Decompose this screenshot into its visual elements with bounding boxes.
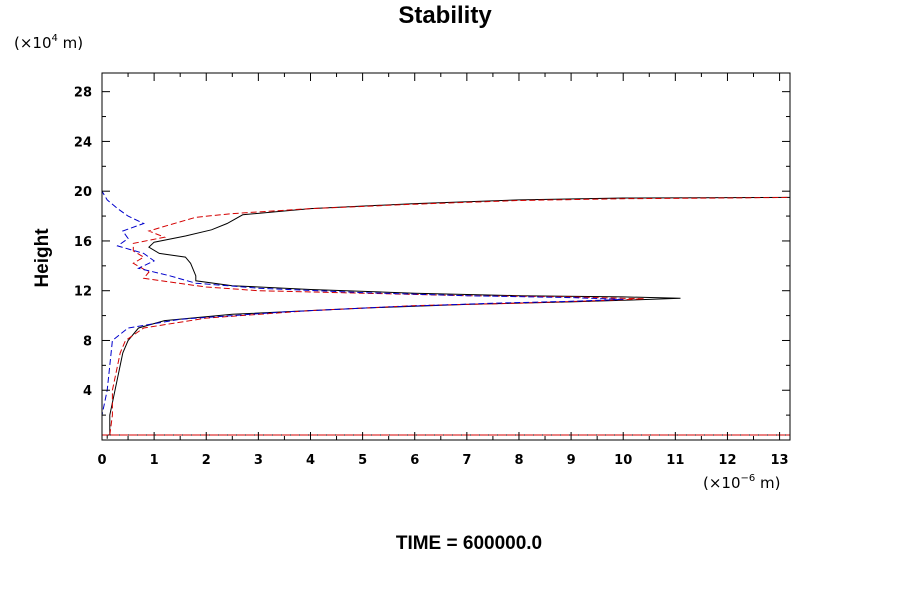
x-tick-label: 8 — [514, 453, 523, 468]
y-tick-label: 8 — [83, 334, 92, 349]
x-tick-label: 11 — [666, 453, 684, 468]
x-tick-label: 5 — [358, 453, 367, 468]
series-line-3 — [101, 73, 624, 437]
y-tick-label: 4 — [83, 384, 92, 399]
y-tick-label: 12 — [74, 285, 92, 300]
plot-frame — [101, 72, 791, 441]
y-unit-prefix: (×10 — [14, 34, 52, 52]
y-unit-exponent: 4 — [52, 33, 58, 44]
x-unit-exponent: −6 — [741, 473, 756, 484]
x-tick-label: 3 — [254, 453, 263, 468]
x-axis-ticks: 0 1 2 3 4 5 6 7 8 9 10 11 12 13 — [97, 73, 789, 468]
plot-lines — [101, 73, 791, 439]
time-label: TIME = 600000.0 — [396, 533, 542, 554]
x-tick-label: 1 — [150, 453, 159, 468]
chart-title: Stability — [398, 2, 492, 29]
x-unit-suffix: m) — [755, 474, 780, 492]
y-axis-label: Height — [32, 228, 53, 288]
y-axis-ticks: 4 8 12 16 20 24 28 — [74, 86, 790, 416]
y-unit-label: (×104 m) — [14, 33, 83, 52]
series-line-2 — [102, 196, 791, 436]
x-tick-label: 12 — [718, 453, 736, 468]
x-unit-prefix: (×10 — [703, 474, 741, 492]
series-line-1 — [106, 196, 791, 439]
x-tick-label: 7 — [462, 453, 471, 468]
y-tick-label: 24 — [74, 135, 92, 150]
y-tick-label: 20 — [74, 185, 92, 200]
y-tick-label: 28 — [74, 86, 92, 101]
y-unit-suffix: m) — [58, 34, 83, 52]
x-tick-label: 10 — [614, 453, 632, 468]
x-tick-label: 0 — [97, 453, 106, 468]
x-tick-label: 4 — [306, 453, 315, 468]
y-tick-label: 16 — [74, 235, 92, 250]
x-tick-label: 6 — [410, 453, 419, 468]
x-tick-label: 2 — [202, 453, 211, 468]
x-tick-label: 13 — [771, 453, 789, 468]
x-unit-label: (×10−6 m) — [703, 473, 781, 492]
x-tick-label: 9 — [567, 453, 576, 468]
